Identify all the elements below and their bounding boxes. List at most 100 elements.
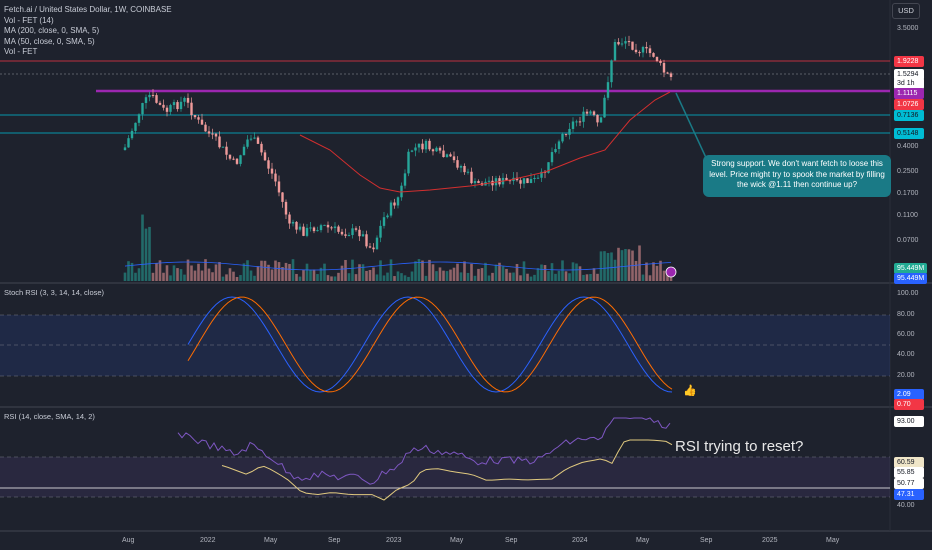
time-tick: 2023: [386, 537, 402, 544]
volume-bar: [344, 259, 347, 281]
volume-bar: [148, 226, 151, 281]
volume-bar: [417, 259, 421, 281]
volume-bar: [207, 268, 211, 281]
stoch-tick: 20.00: [897, 372, 915, 379]
candle-body: [347, 235, 351, 237]
volume-bar: [487, 275, 491, 281]
candle-body: [641, 46, 645, 53]
callout-pointer: [675, 92, 709, 163]
currency-button[interactable]: USD: [892, 3, 920, 19]
rsi-title[interactable]: RSI (14, close, SMA, 14, 2): [4, 412, 95, 421]
indicator-volume[interactable]: Vol - FET (14): [4, 15, 54, 25]
volume-bar: [617, 247, 620, 281]
candle-body: [333, 226, 337, 229]
stoch-rsi-title[interactable]: Stoch RSI (3, 3, 14, 14, close): [4, 288, 105, 297]
volume-bar: [414, 261, 417, 281]
volume-bar: [484, 262, 487, 281]
volume-bar: [669, 276, 673, 281]
candle-body: [225, 146, 228, 155]
volume-bar: [505, 268, 508, 281]
candle-body: [533, 177, 536, 180]
support-callout[interactable]: Strong support. We don't want fetch to l…: [703, 155, 891, 197]
candle-body: [368, 246, 372, 248]
candle-body: [438, 147, 442, 151]
candle-body: [186, 97, 190, 103]
volume-bar: [246, 260, 249, 281]
stoch-band: [0, 315, 890, 376]
candle-body: [379, 225, 382, 238]
volume-bar: [627, 249, 631, 281]
candle-body: [617, 42, 620, 45]
volume-bar: [239, 275, 242, 281]
candle-body: [291, 221, 295, 224]
volume-bar: [641, 274, 645, 281]
volume-bar: [235, 276, 239, 281]
candle-body: [323, 224, 326, 226]
candle-body: [624, 41, 627, 44]
volume-bar: [543, 265, 547, 281]
time-tick: Aug: [122, 537, 135, 544]
candle-body: [463, 165, 466, 173]
volume-bar: [291, 259, 295, 281]
candle-body: [407, 151, 410, 174]
rsi-band: [0, 457, 890, 497]
candle-body: [620, 43, 624, 45]
rsi-tick: 50.77: [894, 478, 924, 489]
candle-body: [284, 201, 288, 215]
volume-bar: [326, 275, 330, 281]
candle-body: [536, 177, 540, 179]
candle-body: [249, 138, 253, 140]
price-tick: 0.4000: [897, 143, 919, 150]
candle-body: [218, 136, 221, 148]
candle-body: [575, 121, 578, 123]
volume-bar: [260, 260, 263, 281]
candle-body: [172, 102, 176, 106]
candle-body: [134, 122, 137, 131]
volume-bar: [452, 267, 456, 281]
volume-bar: [197, 263, 200, 281]
price-tag-current: 1.5294: [894, 69, 924, 80]
volume-bar: [508, 272, 512, 281]
candle-body: [326, 224, 330, 228]
candle-body: [648, 48, 652, 54]
candle-body: [508, 180, 512, 182]
volume-bar: [263, 260, 267, 281]
candle-body: [127, 138, 130, 148]
volume-bar: [662, 270, 666, 281]
volume-bar: [155, 263, 158, 281]
volume-ma-line: [124, 261, 672, 271]
candle-body: [288, 214, 291, 224]
volume-bar: [596, 273, 599, 281]
candle-body: [386, 215, 389, 218]
candle-body: [596, 114, 599, 123]
price-tag-level: 0.5148: [894, 128, 924, 139]
time-tick: 2024: [572, 537, 588, 544]
candle-body: [526, 178, 529, 184]
indicator-volume-2[interactable]: Vol - FET: [4, 47, 38, 56]
volume-bar: [473, 275, 477, 281]
volume-bar: [312, 269, 316, 281]
candle-body: [298, 226, 302, 230]
rsi-ma-line: [221, 439, 673, 501]
volume-bar: [270, 269, 274, 281]
time-tick: May: [826, 537, 840, 544]
candle-body: [403, 173, 407, 186]
volume-bar: [361, 264, 365, 281]
candle-body: [540, 171, 543, 178]
candle-body: [256, 137, 260, 144]
candle-body: [634, 49, 638, 53]
price-tag-countdown: 3d 1h: [894, 78, 924, 89]
indicator-ma50[interactable]: MA (50, close, 0, SMA, 5): [4, 36, 95, 46]
volume-bar: [204, 259, 207, 281]
candle-body: [232, 158, 235, 160]
volume-bar: [522, 261, 526, 281]
rsi-note-text[interactable]: RSI trying to reset?: [675, 438, 804, 455]
candle-body: [295, 221, 298, 230]
indicator-ma200[interactable]: MA (200, close, 0, SMA, 5): [4, 26, 100, 35]
volume-bar: [568, 273, 571, 281]
volume-bar: [592, 268, 596, 281]
volume-bar: [127, 261, 130, 281]
candle-body: [592, 111, 596, 115]
